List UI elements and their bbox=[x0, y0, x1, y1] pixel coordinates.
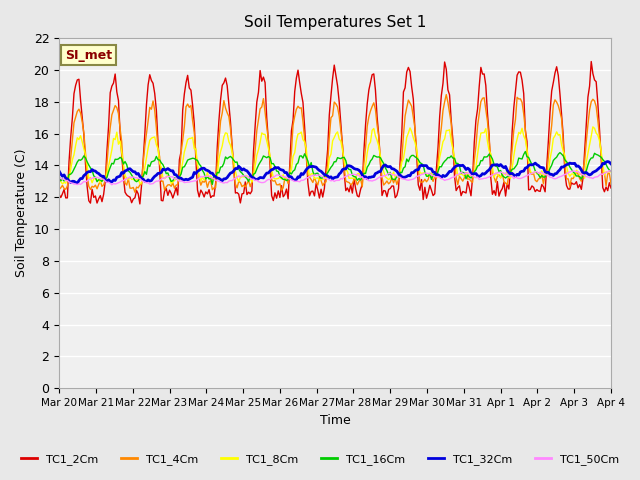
TC1_8Cm bbox=[508, 166, 516, 171]
TC1_32Cm bbox=[55, 168, 63, 174]
TC1_16Cm bbox=[367, 158, 374, 164]
TC1_16Cm bbox=[515, 155, 523, 161]
TC1_50Cm bbox=[179, 179, 186, 184]
Y-axis label: Soil Temperature (C): Soil Temperature (C) bbox=[15, 149, 28, 277]
TC1_8Cm bbox=[63, 173, 71, 179]
TC1_16Cm bbox=[221, 154, 229, 160]
TC1_2Cm bbox=[508, 128, 516, 134]
TC1_4Cm bbox=[510, 127, 518, 133]
TC1_4Cm bbox=[131, 190, 139, 195]
TC1_2Cm bbox=[607, 185, 615, 191]
TC1_50Cm bbox=[367, 178, 374, 183]
TC1_32Cm bbox=[221, 176, 229, 182]
Line: TC1_8Cm: TC1_8Cm bbox=[59, 127, 611, 184]
TC1_8Cm bbox=[179, 159, 186, 165]
TC1_32Cm bbox=[515, 172, 523, 178]
Line: TC1_2Cm: TC1_2Cm bbox=[59, 61, 611, 204]
TC1_16Cm bbox=[177, 171, 185, 177]
TC1_32Cm bbox=[367, 174, 374, 180]
TC1_8Cm bbox=[221, 130, 229, 136]
Line: TC1_4Cm: TC1_4Cm bbox=[59, 95, 611, 192]
TC1_8Cm bbox=[367, 139, 374, 145]
TC1_2Cm bbox=[62, 195, 70, 201]
TC1_16Cm bbox=[209, 181, 216, 187]
TC1_8Cm bbox=[59, 181, 67, 187]
Legend: TC1_2Cm, TC1_4Cm, TC1_8Cm, TC1_16Cm, TC1_32Cm, TC1_50Cm: TC1_2Cm, TC1_4Cm, TC1_8Cm, TC1_16Cm, TC1… bbox=[16, 450, 624, 469]
TC1_32Cm bbox=[508, 170, 516, 176]
TC1_4Cm bbox=[179, 137, 186, 143]
TC1_32Cm bbox=[179, 177, 186, 182]
TC1_8Cm bbox=[589, 124, 596, 130]
TC1_32Cm bbox=[62, 175, 70, 181]
TC1_8Cm bbox=[515, 130, 523, 135]
TC1_50Cm bbox=[607, 168, 615, 174]
TC1_2Cm bbox=[221, 75, 229, 81]
TC1_2Cm bbox=[136, 201, 144, 207]
TC1_50Cm bbox=[62, 178, 70, 183]
TC1_16Cm bbox=[508, 166, 516, 172]
TC1_50Cm bbox=[108, 182, 116, 188]
Line: TC1_32Cm: TC1_32Cm bbox=[59, 161, 611, 183]
TC1_16Cm bbox=[55, 173, 63, 179]
TC1_32Cm bbox=[604, 158, 612, 164]
TC1_16Cm bbox=[522, 149, 529, 155]
TC1_32Cm bbox=[74, 180, 81, 186]
TC1_4Cm bbox=[516, 96, 524, 102]
TC1_8Cm bbox=[55, 179, 63, 184]
TC1_50Cm bbox=[515, 176, 523, 181]
TC1_32Cm bbox=[607, 161, 615, 167]
Title: Soil Temperatures Set 1: Soil Temperatures Set 1 bbox=[244, 15, 426, 30]
TC1_16Cm bbox=[62, 175, 70, 180]
TC1_16Cm bbox=[607, 168, 615, 174]
Text: SI_met: SI_met bbox=[65, 48, 112, 61]
TC1_50Cm bbox=[55, 175, 63, 181]
TC1_2Cm bbox=[367, 80, 374, 85]
Line: TC1_16Cm: TC1_16Cm bbox=[59, 152, 611, 184]
TC1_4Cm bbox=[367, 108, 374, 114]
TC1_4Cm bbox=[55, 187, 63, 192]
TC1_4Cm bbox=[221, 105, 229, 111]
TC1_2Cm bbox=[55, 192, 63, 197]
Line: TC1_50Cm: TC1_50Cm bbox=[59, 171, 611, 185]
X-axis label: Time: Time bbox=[320, 414, 351, 427]
TC1_4Cm bbox=[607, 181, 615, 187]
TC1_50Cm bbox=[221, 180, 229, 185]
TC1_50Cm bbox=[508, 173, 516, 179]
TC1_4Cm bbox=[62, 186, 70, 192]
TC1_2Cm bbox=[515, 69, 523, 75]
TC1_2Cm bbox=[588, 59, 595, 64]
TC1_8Cm bbox=[607, 169, 615, 175]
TC1_2Cm bbox=[179, 108, 186, 113]
TC1_50Cm bbox=[605, 168, 613, 174]
TC1_4Cm bbox=[442, 92, 450, 97]
